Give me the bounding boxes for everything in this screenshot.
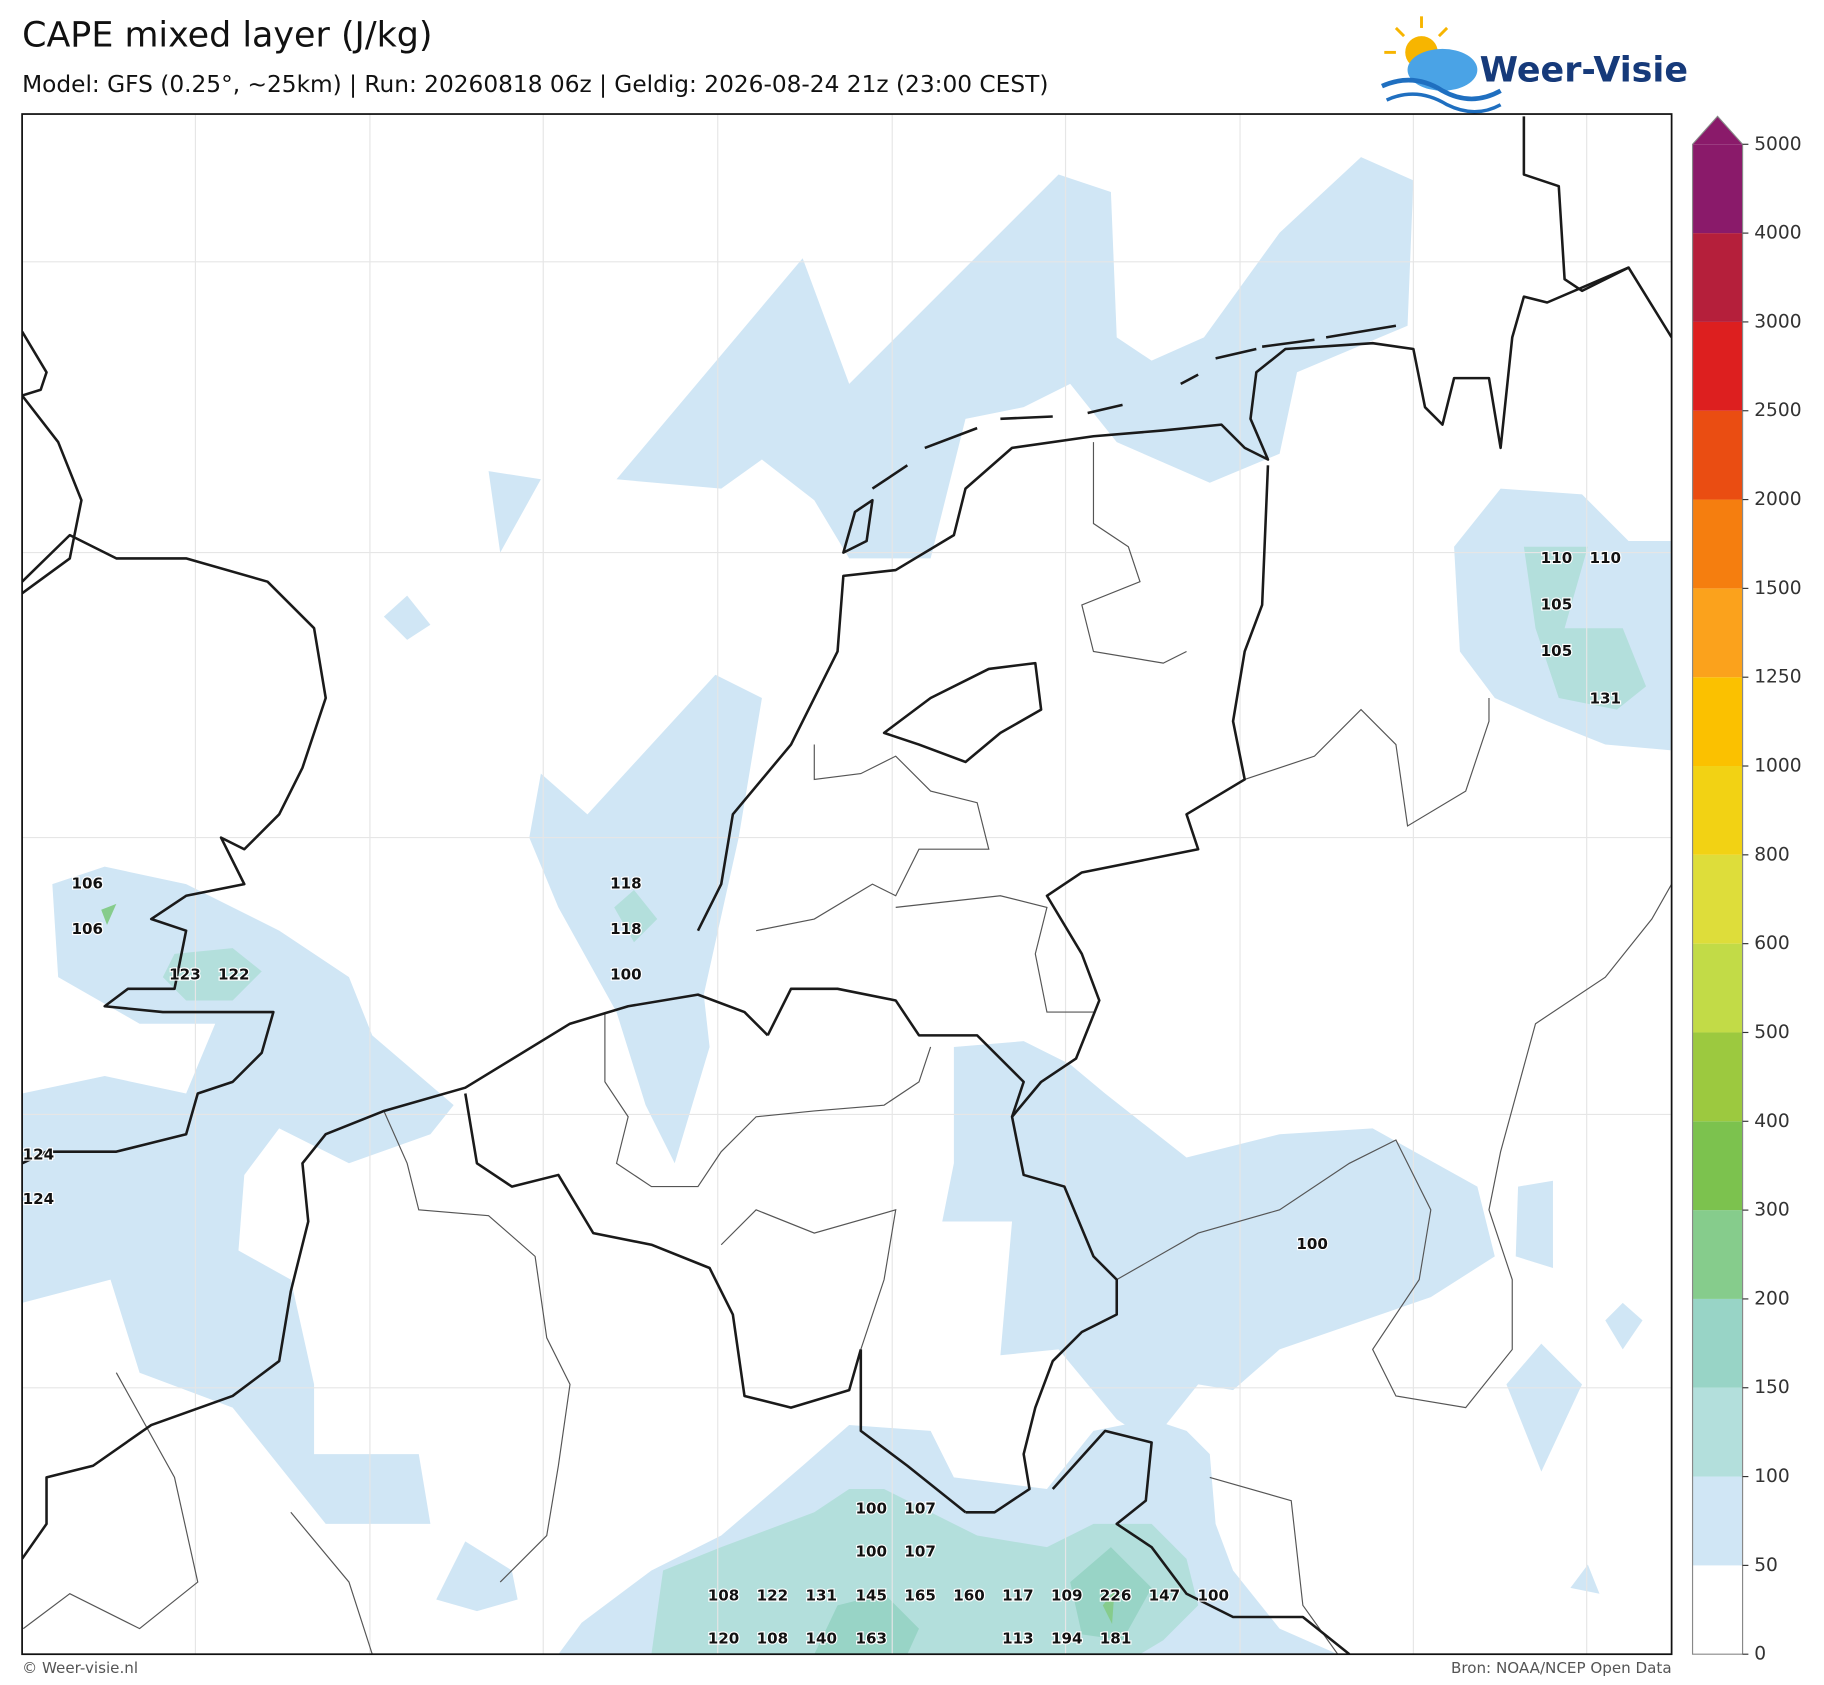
footer-left: © Weer-visie.nl: [22, 1659, 138, 1677]
colorbar-band: [1692, 1210, 1743, 1299]
value-label: 100: [610, 965, 642, 983]
colorbar-tick-label: 1000: [1754, 756, 1801, 777]
colorbar-band: [1692, 1565, 1743, 1655]
value-label: 163: [856, 1630, 888, 1648]
colorbar-band: [1692, 499, 1743, 589]
colorbar-tick-label: 400: [1754, 1111, 1790, 1132]
value-label: 110: [1541, 549, 1573, 567]
map-frame: [21, 113, 1673, 1656]
value-label: 122: [218, 965, 250, 983]
colorbar-tick-label: 600: [1754, 933, 1790, 954]
colorbar-band: [1692, 677, 1743, 767]
value-label: 120: [708, 1630, 740, 1648]
value-label: 105: [1541, 642, 1573, 660]
value-label: 226: [1100, 1587, 1132, 1605]
colorbar-tick-label: 1500: [1754, 578, 1801, 599]
colorbar-tick-label: 3000: [1754, 311, 1801, 332]
value-label: 108: [708, 1587, 740, 1605]
colorbar-band: [1692, 1032, 1743, 1122]
colorbar-tick-label: 100: [1754, 1466, 1790, 1487]
cape-200-area: [101, 903, 1115, 1624]
colorbar-tick-label: 500: [1754, 1022, 1790, 1043]
map-area: 106 106 123 122 118 118 100 124 124 110 110 105 105 1…: [22, 114, 1672, 1655]
value-label: 117: [1002, 1587, 1034, 1605]
value-label: 160: [953, 1587, 985, 1605]
value-label: 100: [856, 1542, 888, 1560]
colorbar-band: [1692, 410, 1743, 500]
value-label: 107: [904, 1542, 936, 1560]
grid: [22, 114, 1672, 1655]
value-label: 109: [1051, 1587, 1083, 1605]
colorbar-extend: [1692, 116, 1743, 145]
value-label: 194: [1051, 1630, 1083, 1648]
value-label: 165: [904, 1587, 936, 1605]
value-label: 107: [904, 1499, 936, 1517]
colorbar-band: [1692, 854, 1743, 944]
title: CAPE mixed layer (J/kg): [22, 16, 432, 56]
colorbar-outline: [1691, 115, 1744, 1655]
value-label: 145: [856, 1587, 888, 1605]
value-label: 108: [757, 1630, 789, 1648]
colorbar-tick-label: 0: [1754, 1644, 1766, 1665]
colorbar-tick-label: 4000: [1754, 223, 1801, 244]
value-label: 118: [610, 920, 642, 938]
value-label: 100: [1198, 1587, 1230, 1605]
colorbar-band: [1692, 943, 1743, 1033]
colorbar-tick-label: 50: [1754, 1555, 1778, 1576]
logo: Weer-Visie: [1381, 16, 1688, 114]
colorbar-band: [1692, 321, 1743, 411]
value-label: 110: [1590, 549, 1622, 567]
colorbar-band: [1692, 1476, 1743, 1566]
cape-100-area: [162, 546, 1647, 1655]
footer-right: Bron: NOAA/NCEP Open Data: [1451, 1659, 1672, 1677]
value-label: 113: [1002, 1630, 1034, 1648]
value-label: 106: [71, 875, 103, 893]
value-label: 131: [805, 1587, 837, 1605]
colorbar-band: [1692, 588, 1743, 678]
value-label: 105: [1541, 595, 1573, 613]
value-label: 181: [1100, 1630, 1132, 1648]
colorbar-band: [1692, 1298, 1743, 1388]
colorbar-tick-label: 5000: [1754, 134, 1801, 155]
colorbar-band: [1692, 766, 1743, 855]
colorbar-band: [1692, 1121, 1743, 1211]
colorbar-band: [1692, 144, 1743, 234]
value-label: 100: [856, 1499, 888, 1517]
value-label: 118: [610, 875, 642, 893]
subtitle: Model: GFS (0.25°, ~25km) | Run: 2026081…: [22, 71, 1048, 98]
value-label: 124: [23, 1146, 55, 1164]
colorbar-tick-label: 2000: [1754, 489, 1801, 510]
borders: [22, 442, 1672, 1655]
value-labels: 106 106 123 122 118 118 100 124 124 110 110 105 105 1…: [22, 548, 1622, 1649]
coastlines: [22, 116, 1672, 1655]
value-label: 123: [169, 965, 201, 983]
colorbar-band: [1692, 1387, 1743, 1477]
colorbar: 0 50 100 150 200 300 400 500 600 800 1000 1250 1500 2…: [1691, 115, 1802, 1665]
value-label: 106: [71, 920, 103, 938]
colorbar-tick-label: 800: [1754, 844, 1790, 865]
colorbar-tick-label: 2500: [1754, 400, 1801, 421]
value-label: 122: [757, 1587, 789, 1605]
colorbar-tick-label: 300: [1754, 1200, 1790, 1221]
value-label: 147: [1149, 1587, 1181, 1605]
colorbar-band: [1692, 233, 1743, 322]
value-label: 100: [1296, 1235, 1328, 1253]
logo-text: Weer-Visie: [1480, 50, 1688, 90]
value-label: 124: [23, 1190, 55, 1208]
colorbar-tick-label: 150: [1754, 1377, 1790, 1398]
value-label: 140: [805, 1630, 837, 1648]
value-label: 131: [1590, 690, 1622, 708]
colorbar-tick-label: 200: [1754, 1288, 1790, 1309]
colorbar-tick-label: 1250: [1754, 667, 1801, 688]
